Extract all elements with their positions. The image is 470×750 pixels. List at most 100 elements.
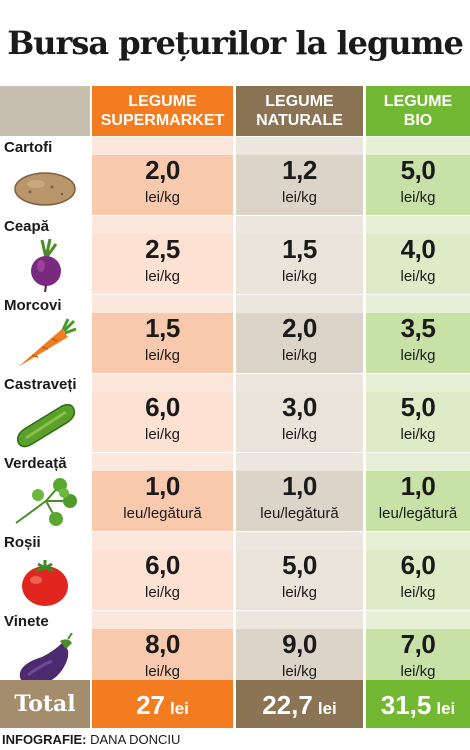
cell-band: [366, 453, 470, 471]
price-unit: leu/legătură: [260, 505, 339, 522]
table-row: Morcovi 1,5 lei/kg 2,0 lei/kg 3,5 lei/kg: [0, 294, 470, 373]
cell-band: [92, 611, 233, 629]
price-value: 6,0: [400, 550, 436, 580]
total-label: Total: [0, 680, 90, 728]
page-title: Bursa prețurilor la legume: [7, 24, 464, 62]
price-value: 3,0: [282, 392, 317, 422]
total-supermarket: 27 lei: [92, 680, 233, 728]
table-row: Castraveți 6,0 lei/kg 3,0 lei/kg 5,0 lei…: [0, 373, 470, 452]
vegetable-name: Morcovi: [4, 297, 62, 314]
price-bio: 6,0 lei/kg: [366, 532, 470, 610]
table-row: Verdeață 1,0 leu/legătură 1,0 leu/legătu…: [0, 452, 470, 531]
vegetable-name: Roșii: [4, 534, 41, 551]
cell-band: [236, 532, 363, 550]
price-value: 9,0: [282, 629, 317, 659]
price-bio: 1,0 leu/legătură: [366, 453, 470, 531]
price-supermarket: 6,0 lei/kg: [92, 532, 233, 610]
vegetable-cell: Vinete: [0, 611, 90, 689]
cell-band: [236, 374, 363, 392]
price-unit: lei/kg: [144, 663, 181, 680]
beet-onion-icon: [12, 238, 78, 293]
cell-band: [366, 295, 470, 313]
cell-band: [366, 611, 470, 629]
price-value: 6,0: [145, 550, 180, 580]
price-bio: 5,0 lei/kg: [366, 137, 470, 215]
price-supermarket: 1,0 leu/legătură: [92, 453, 233, 531]
price-unit: lei/kg: [400, 189, 436, 206]
price-value: 1,5: [282, 234, 317, 264]
price-unit: lei/kg: [144, 347, 181, 364]
price-unit: lei/kg: [144, 584, 181, 601]
price-naturale: 1,2 lei/kg: [236, 137, 363, 215]
price-bio: 4,0 lei/kg: [366, 216, 470, 294]
price-value: 8,0: [145, 629, 180, 659]
price-bio: 3,5 lei/kg: [366, 295, 470, 373]
price-unit: leu/legătură: [378, 505, 458, 522]
price-unit: lei/kg: [400, 584, 436, 601]
header-naturale: LEGUME NATURALE: [236, 86, 363, 136]
cell-band: [366, 374, 470, 392]
cucumber-icon: [12, 396, 78, 450]
cell-band: [236, 295, 363, 313]
cell-band: [92, 453, 233, 471]
price-value: 7,0: [400, 629, 436, 659]
price-unit: lei/kg: [281, 426, 318, 443]
vegetable-name: Vinete: [4, 613, 49, 630]
price-unit: lei/kg: [400, 426, 436, 443]
price-value: 5,0: [400, 392, 436, 422]
price-supermarket: 6,0 lei/kg: [92, 374, 233, 452]
price-unit: lei/kg: [144, 268, 181, 285]
price-value: 1,2: [282, 155, 317, 185]
vegetable-name: Cartofi: [4, 139, 53, 156]
price-bio: 7,0 lei/kg: [366, 611, 470, 689]
price-value: 2,0: [282, 313, 317, 343]
cell-band: [236, 216, 363, 234]
price-naturale: 5,0 lei/kg: [236, 532, 363, 610]
cell-band: [236, 453, 363, 471]
price-naturale: 9,0 lei/kg: [236, 611, 363, 689]
price-unit: lei/kg: [281, 189, 318, 206]
price-unit: lei/kg: [281, 584, 318, 601]
cell-band: [92, 137, 233, 155]
price-value: 2,5: [145, 234, 180, 264]
price-unit: lei/kg: [400, 268, 436, 285]
header-supermarket: LEGUME SUPERMARKET: [92, 86, 233, 136]
cell-band: [92, 374, 233, 392]
price-naturale: 2,0 lei/kg: [236, 295, 363, 373]
price-naturale: 3,0 lei/kg: [236, 374, 363, 452]
cell-band: [366, 532, 470, 550]
header-row: LEGUME SUPERMARKET LEGUME NATURALE LEGUME B…: [0, 86, 470, 136]
price-unit: leu/legătură: [123, 505, 202, 522]
price-unit: lei/kg: [281, 347, 318, 364]
cell-band: [236, 611, 363, 629]
tomato-icon: [12, 554, 78, 608]
price-unit: lei/kg: [400, 663, 436, 680]
cell-band: [366, 137, 470, 155]
table-row: Ceapă 2,5 lei/kg 1,5 lei/kg 4,0 lei/kg: [0, 215, 470, 294]
table-row: Cartofi 2,0 lei/kg 1,2 lei/kg 5,0 lei/kg: [0, 136, 470, 215]
price-unit: lei/kg: [400, 347, 436, 364]
price-unit: lei/kg: [281, 663, 318, 680]
potato-icon: [12, 159, 78, 213]
vegetable-cell: Castraveți: [0, 374, 90, 452]
price-unit: lei/kg: [144, 426, 181, 443]
vegetable-name: Verdeață: [4, 455, 67, 472]
vegetable-cell: Ceapă: [0, 216, 90, 294]
price-value: 5,0: [400, 155, 436, 185]
price-value: 1,0: [282, 471, 317, 501]
price-value: 5,0: [282, 550, 317, 580]
price-supermarket: 1,5 lei/kg: [92, 295, 233, 373]
price-unit: lei/kg: [281, 268, 318, 285]
header-blank: [0, 86, 90, 136]
vegetable-cell: Morcovi: [0, 295, 90, 373]
price-supermarket: 8,0 lei/kg: [92, 611, 233, 689]
total-row: Total 27 lei 22,7 lei 31,5 lei: [0, 680, 470, 728]
eggplant-icon: [12, 632, 78, 687]
vegetable-name: Castraveți: [4, 376, 77, 393]
price-unit: lei/kg: [144, 189, 181, 206]
header-bio: LEGUME BIO: [366, 86, 470, 136]
price-value: 4,0: [400, 234, 436, 264]
cell-band: [366, 216, 470, 234]
price-bio: 5,0 lei/kg: [366, 374, 470, 452]
price-value: 3,5: [400, 313, 436, 343]
